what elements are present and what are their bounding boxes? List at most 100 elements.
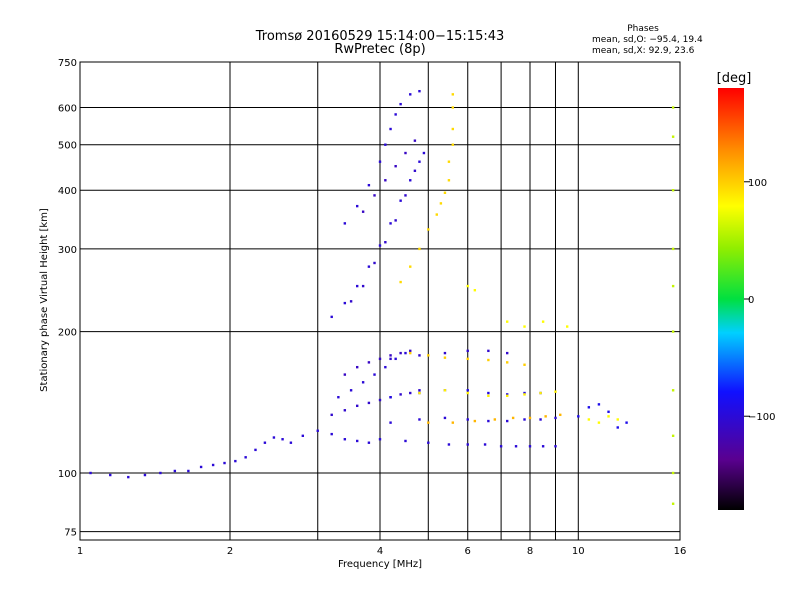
data-point [394,113,397,116]
data-point [378,438,382,441]
data-point [505,393,509,396]
data-point [199,465,203,469]
data-point [399,102,402,106]
data-point [109,473,112,477]
y-tick-label: 500 [58,141,77,152]
data-point [89,471,92,475]
data-point [418,354,421,357]
data-point [499,445,503,448]
data-point [355,365,359,369]
data-point [373,373,376,376]
data-point [330,432,333,436]
data-point [378,160,382,163]
phases-heading: Phases [627,24,659,34]
x-tick-label: 16 [674,546,687,557]
data-point [505,419,509,423]
data-point [330,413,333,417]
data-point [671,471,675,475]
data-point [616,418,619,421]
colorbar-tick-label: −100 [748,412,775,423]
data-point [544,415,547,418]
data-point [422,151,426,155]
data-point [389,357,392,361]
data-point [671,106,675,109]
data-point [399,393,402,396]
plot-frame [79,61,681,541]
data-point [554,416,557,420]
data-point [399,280,402,284]
chart-title: Tromsø 20160529 15:14:00−15:15:43 [255,29,505,44]
y-tick-label: 600 [58,104,77,115]
data-point [523,363,526,366]
data-point [447,179,451,182]
data-point [427,354,430,357]
data-point [263,441,267,444]
y-axis-label: Stationary phase Virtual Height [km] [39,208,50,392]
data-point [343,409,347,412]
data-point [451,421,455,424]
data-point [159,471,162,475]
data-point [505,361,509,364]
x-axis: 1 2 4 6 8 10 16 [77,546,687,557]
data-point [409,349,412,353]
data-point [418,389,421,392]
data-point [413,169,417,172]
data-point [349,300,353,303]
data-point [418,247,421,251]
data-point [418,160,421,163]
data-point [671,135,675,138]
data-point [404,151,407,155]
data-point [418,89,421,93]
data-point [523,391,526,395]
data-point [254,448,257,452]
data-point [671,189,675,192]
data-point [451,143,455,146]
data-point [447,160,451,163]
data-point [127,475,130,479]
data-point [413,139,417,142]
data-point [577,415,580,418]
x-tick-label: 8 [527,546,533,557]
data-point [173,469,177,473]
data-point [523,325,526,328]
data-point [671,434,675,438]
data-point [223,461,226,465]
data-point [367,361,371,364]
data-point [505,320,509,323]
y-tick-label: 200 [58,328,77,339]
data-point [443,351,447,355]
data-point [349,389,353,392]
data-point [211,463,215,467]
chart-subtitle: RwPretec (8p) [334,42,425,57]
data-point [451,106,455,109]
x-tick-label: 4 [377,546,383,557]
data-point [539,418,542,421]
data-point [384,241,387,244]
data-point [378,357,382,361]
data-point [597,421,601,424]
data-point [373,261,376,265]
data-point [389,421,392,424]
data-point [272,436,276,439]
data-point [473,419,477,423]
data-point [466,418,469,421]
data-point [466,357,469,361]
data-point [447,443,451,446]
data-point [361,284,365,288]
data-point [418,391,421,395]
data-point [367,401,371,405]
data-point [597,403,601,406]
data-point [337,396,340,399]
y-tick-label: 75 [64,528,77,539]
data-point [409,391,412,395]
y-tick-label: 100 [58,469,77,480]
data-point [466,389,469,392]
data-point [466,284,469,288]
data-point [378,244,382,247]
data-point [625,421,628,424]
data-point [316,429,319,432]
data-point [404,439,407,443]
data-point [418,418,421,421]
y-tick-label: 400 [58,186,77,197]
